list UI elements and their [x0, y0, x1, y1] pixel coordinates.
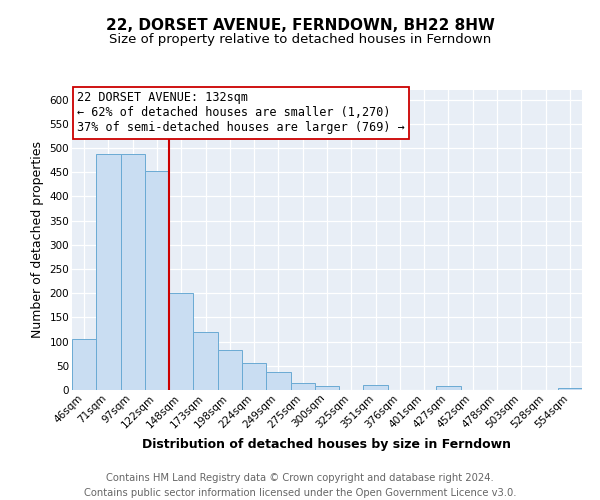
Text: Contains HM Land Registry data © Crown copyright and database right 2024.
Contai: Contains HM Land Registry data © Crown c…: [84, 472, 516, 498]
Bar: [193, 332, 218, 390]
Bar: [315, 386, 339, 390]
Bar: [242, 364, 266, 390]
Bar: [290, 382, 315, 390]
Bar: [558, 388, 582, 390]
Bar: [121, 154, 145, 390]
Bar: [145, 171, 169, 390]
Text: 22 DORSET AVENUE: 132sqm
← 62% of detached houses are smaller (1,270)
37% of sem: 22 DORSET AVENUE: 132sqm ← 62% of detach…: [77, 92, 405, 134]
Bar: [96, 154, 121, 390]
X-axis label: Distribution of detached houses by size in Ferndown: Distribution of detached houses by size …: [143, 438, 511, 451]
Bar: [436, 386, 461, 390]
Y-axis label: Number of detached properties: Number of detached properties: [31, 142, 44, 338]
Text: 22, DORSET AVENUE, FERNDOWN, BH22 8HW: 22, DORSET AVENUE, FERNDOWN, BH22 8HW: [106, 18, 494, 32]
Bar: [169, 292, 193, 390]
Bar: [266, 372, 290, 390]
Bar: [364, 385, 388, 390]
Text: Size of property relative to detached houses in Ferndown: Size of property relative to detached ho…: [109, 32, 491, 46]
Bar: [72, 339, 96, 390]
Bar: [218, 350, 242, 390]
